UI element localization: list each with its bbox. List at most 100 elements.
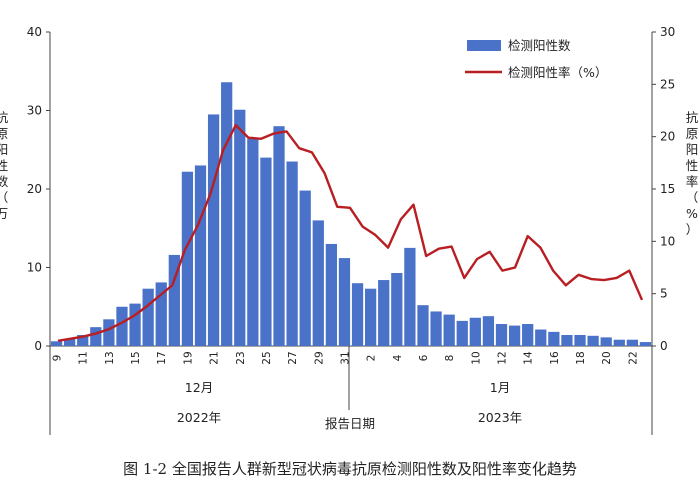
x-tick-label: 17 — [156, 351, 168, 364]
x-tick-label: 6 — [418, 354, 430, 361]
bar — [378, 280, 390, 346]
left-axis-label-char: 性 — [0, 158, 8, 173]
x-tick-label: 19 — [182, 351, 194, 364]
left-tick-label: 10 — [27, 261, 42, 275]
x-tick-label: 14 — [523, 351, 535, 365]
right-axis-label-char: 率 — [686, 174, 699, 189]
x-tick-label: 8 — [444, 355, 456, 362]
bar — [508, 325, 521, 346]
left-axis-label-char: 数 — [0, 174, 9, 189]
bar — [77, 335, 89, 346]
right-tick-label: 5 — [660, 287, 668, 301]
positive-rate-line — [57, 123, 644, 342]
bar — [64, 338, 76, 346]
right-tick-label: 25 — [660, 77, 675, 91]
x-tick-label: 20 — [601, 351, 613, 364]
right-tick-label: 10 — [660, 234, 675, 248]
bar — [351, 283, 364, 346]
right-tick-label: 15 — [660, 182, 675, 196]
bar — [600, 337, 612, 346]
x-tick-label: 12 — [497, 351, 509, 364]
legend-label-bar: 检测阳性数 — [508, 38, 571, 53]
bar — [338, 258, 351, 346]
x-tick-label: 31 — [339, 351, 351, 364]
bar — [260, 157, 272, 346]
x-tick-label: 11 — [78, 351, 90, 364]
x-tick-label: 21 — [209, 351, 221, 364]
year-label-2022: 2022年 — [177, 410, 221, 425]
bar — [561, 335, 573, 346]
x-tick-label: 9 — [52, 355, 64, 362]
left-axis-label-char: 原 — [0, 126, 8, 141]
bar — [482, 316, 495, 346]
bar — [430, 311, 442, 346]
legend-swatch-bar — [467, 40, 501, 51]
bar — [116, 306, 128, 346]
left-axis-label-char: 阳 — [0, 142, 8, 157]
right-tick-label: 30 — [660, 25, 675, 39]
bar — [443, 314, 455, 346]
bar — [50, 341, 63, 346]
right-axis-label-char: 原 — [686, 126, 699, 141]
bar — [417, 305, 429, 346]
bar — [273, 126, 285, 346]
bar — [574, 335, 586, 346]
x-tick-label: 29 — [313, 351, 325, 364]
right-axis-label-char: ） — [686, 222, 699, 237]
bar — [639, 342, 652, 346]
bar — [365, 288, 377, 346]
bar — [325, 243, 337, 346]
x-tick-label: 10 — [470, 351, 482, 364]
left-axis-label-char: （ — [0, 190, 8, 205]
x-tick-label: 25 — [261, 351, 273, 364]
x-tick-label: 15 — [130, 351, 142, 364]
bar — [404, 247, 416, 346]
bar — [103, 319, 115, 346]
bar — [522, 324, 534, 346]
left-axis-label-char: ） — [0, 222, 8, 237]
right-axis-label-char: 抗 — [686, 110, 699, 125]
bar — [495, 324, 508, 346]
x-tick-label: 13 — [104, 351, 116, 364]
bar — [626, 339, 638, 346]
x-tick-label: 27 — [287, 351, 299, 364]
year-label-2023: 2023年 — [478, 410, 522, 425]
right-tick-label: 0 — [660, 339, 668, 353]
left-tick-label: 20 — [27, 182, 42, 196]
bar — [299, 190, 311, 346]
right-axis-label-char: % — [686, 206, 698, 221]
figure-caption: 图 1-2 全国报告人群新型冠状病毒抗原检测阳性数及阳性率变化趋势 — [123, 460, 577, 478]
right-axis-label-char: 性 — [686, 158, 699, 173]
x-tick-label: 23 — [235, 351, 247, 364]
left-tick-label: 40 — [27, 25, 42, 39]
left-axis-label-char: 抗 — [0, 110, 9, 125]
x-axis-label: 报告日期 — [325, 416, 375, 431]
bar — [207, 114, 220, 346]
bar — [168, 254, 180, 346]
x-tick-label: 18 — [575, 351, 587, 364]
bar — [221, 82, 233, 347]
bar — [535, 329, 547, 346]
bar — [469, 317, 481, 346]
legend-label-line: 检测阳性率（%） — [508, 65, 607, 80]
bar — [456, 320, 468, 346]
month-label-dec: 12月 — [185, 380, 213, 395]
left-tick-label: 0 — [34, 339, 42, 353]
x-tick-label: 22 — [627, 351, 639, 364]
bar — [234, 109, 246, 346]
bar — [548, 331, 560, 346]
bar — [286, 161, 298, 346]
left-axis-label-char: 万 — [0, 206, 8, 221]
bar — [247, 138, 259, 346]
right-axis-label-char: （ — [686, 190, 699, 205]
bar — [587, 335, 599, 346]
left-tick-label: 30 — [27, 104, 42, 118]
bar — [155, 282, 167, 346]
x-tick-label: 2 — [366, 355, 378, 362]
right-axis-label-char: 阳 — [686, 142, 699, 157]
x-tick-label: 16 — [549, 351, 561, 365]
x-tick-label: 4 — [392, 354, 404, 361]
bar — [391, 272, 403, 346]
bar — [142, 288, 154, 346]
